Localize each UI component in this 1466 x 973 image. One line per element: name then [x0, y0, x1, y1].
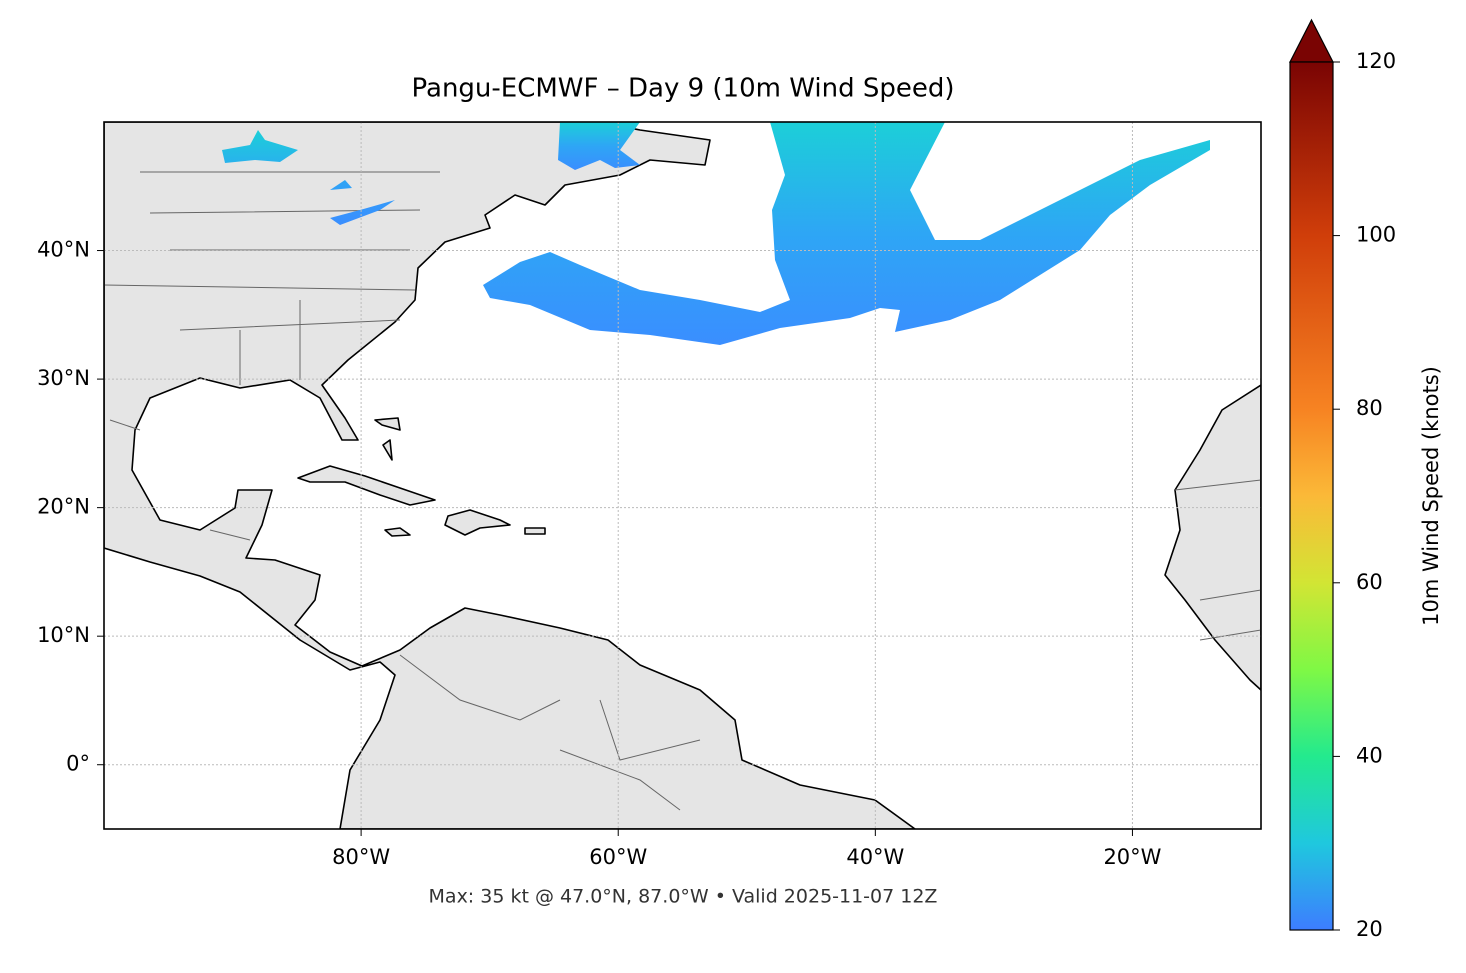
- x-tick-label: 40°W: [846, 845, 904, 869]
- colorbar-tick-label: 80: [1356, 396, 1383, 420]
- colorbar-tick-label: 20: [1356, 917, 1383, 941]
- y-tick-label: 10°N: [37, 623, 90, 647]
- hispaniola: [444, 509, 511, 536]
- colorbar-tick-label: 40: [1356, 743, 1383, 767]
- y-tick-label: 0°: [66, 752, 90, 776]
- x-tick-label: 80°W: [332, 845, 390, 869]
- map-frame: [103, 121, 1262, 830]
- colorbar-tick-label: 120: [1356, 49, 1396, 73]
- colorbar-tick-label: 100: [1356, 223, 1396, 247]
- colorbar: [1289, 61, 1334, 931]
- puerto-rico: [524, 527, 546, 535]
- jamaica: [384, 527, 411, 537]
- x-tick-label: 60°W: [589, 845, 647, 869]
- americas: [104, 122, 916, 829]
- colorbar-extend: [1289, 18, 1334, 63]
- wind-band: [483, 122, 1210, 345]
- grid: [104, 122, 1261, 829]
- cuba: [297, 465, 436, 506]
- wind-labrador: [558, 122, 640, 170]
- footer-note: Max: 35 kt @ 47.0°N, 87.0°W • Valid 2025…: [429, 886, 938, 908]
- y-tick-label: 20°N: [37, 495, 90, 519]
- africa: [1164, 384, 1261, 691]
- x-tick-label: 20°W: [1103, 845, 1161, 869]
- colorbar-label: 10m Wind Speed (knots): [1419, 366, 1443, 626]
- colorbar-tick-label: 60: [1356, 570, 1383, 594]
- map-area: [104, 122, 1261, 829]
- borders: [104, 171, 1261, 811]
- wind-lake: [222, 130, 395, 225]
- y-tick-label: 40°N: [37, 238, 90, 262]
- bahamas: [374, 417, 401, 461]
- y-tick-label: 30°N: [37, 366, 90, 390]
- map-title: Pangu-ECMWF – Day 9 (10m Wind Speed): [412, 74, 955, 104]
